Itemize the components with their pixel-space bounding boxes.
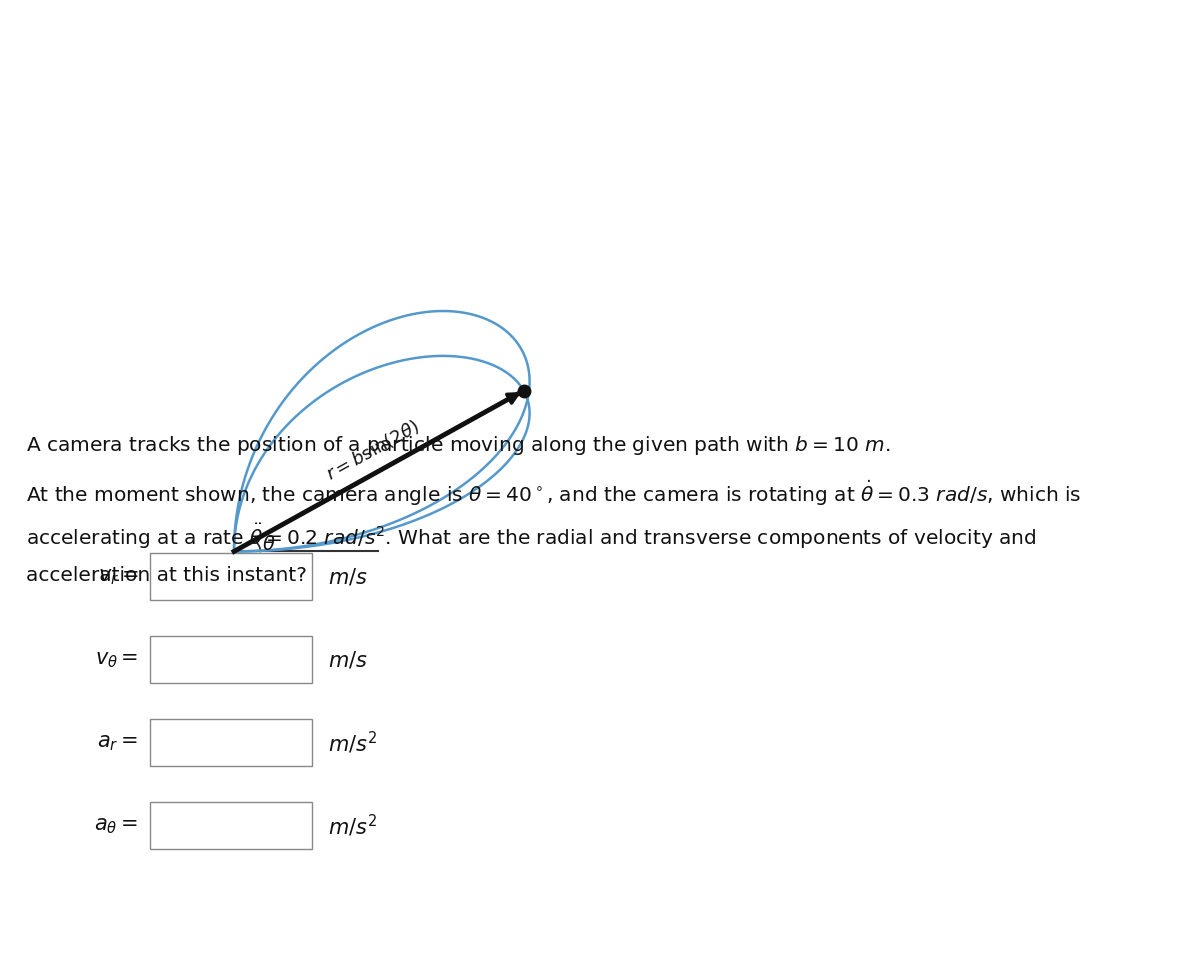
Text: At the moment shown, the camera angle is $\theta = 40^\circ$, and the camera is : At the moment shown, the camera angle is… bbox=[26, 478, 1082, 508]
FancyBboxPatch shape bbox=[150, 636, 312, 683]
Text: $a_r =$: $a_r =$ bbox=[97, 733, 138, 752]
Text: $v_r =$: $v_r =$ bbox=[97, 567, 138, 587]
Text: $\theta$: $\theta$ bbox=[262, 536, 276, 554]
Text: $r = b\sin(2\theta)$: $r = b\sin(2\theta)$ bbox=[323, 417, 422, 484]
Text: accelerating at a rate $\ddot{\theta} = 0.2\ rad/s^2$. What are the radial and t: accelerating at a rate $\ddot{\theta} = … bbox=[26, 522, 1037, 551]
FancyBboxPatch shape bbox=[150, 802, 312, 849]
Text: $m/s$: $m/s$ bbox=[328, 649, 367, 671]
Text: $a_\theta =$: $a_\theta =$ bbox=[95, 816, 138, 835]
FancyBboxPatch shape bbox=[150, 719, 312, 766]
Text: A camera tracks the position of a particle moving along the given path with $b =: A camera tracks the position of a partic… bbox=[26, 434, 890, 458]
Text: $v_\theta =$: $v_\theta =$ bbox=[95, 650, 138, 670]
Text: $m/s$: $m/s$ bbox=[328, 566, 367, 588]
Text: $m/s^2$: $m/s^2$ bbox=[328, 730, 377, 755]
Text: acceleration at this instant?: acceleration at this instant? bbox=[26, 566, 307, 585]
FancyBboxPatch shape bbox=[150, 553, 312, 600]
Text: $m/s^2$: $m/s^2$ bbox=[328, 813, 377, 838]
